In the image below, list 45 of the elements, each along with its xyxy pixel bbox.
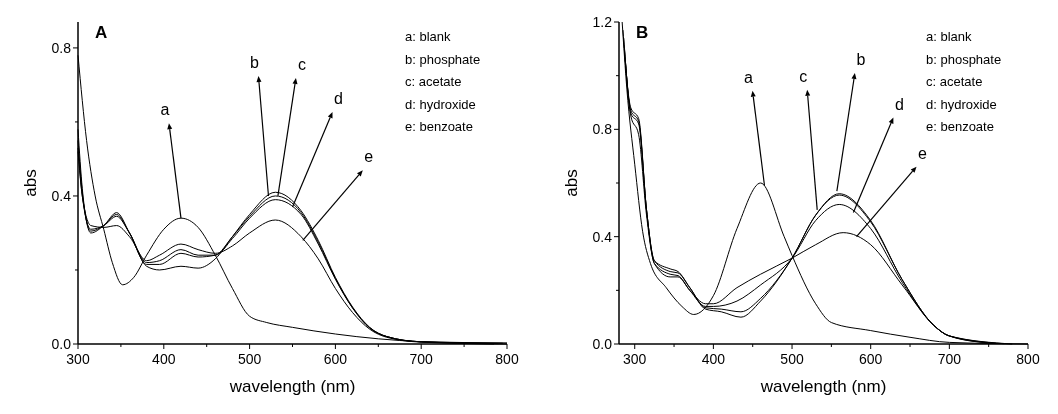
x-tick-label: 300: [66, 351, 90, 367]
x-tick-label: 800: [1016, 351, 1040, 367]
x-tick-label: 500: [237, 351, 262, 367]
annotation: d: [334, 90, 343, 108]
annotation: b: phosphate: [926, 51, 1002, 67]
annotation: c: acetate: [926, 74, 983, 89]
y-axis-title: abs: [562, 169, 581, 197]
annotation: e: [364, 148, 374, 166]
annotation: d: [894, 95, 904, 113]
x-tick-label: 400: [152, 351, 176, 367]
annotation: c: acetate: [405, 74, 462, 89]
x-axis-title: wavelength (nm): [228, 377, 356, 396]
annotation: a: blank: [405, 29, 452, 44]
annotation: d: hydroxide: [926, 96, 997, 112]
y-tick-label: 0.4: [51, 187, 72, 204]
annotation: a: [744, 68, 754, 86]
annotation: d: hydroxide: [405, 96, 476, 112]
y-axis-title: abs: [21, 169, 40, 197]
x-tick-label: 400: [701, 351, 726, 367]
annotation: e: [918, 144, 928, 162]
x-tick-label: 300: [623, 351, 647, 367]
x-tick-label: 500: [780, 351, 804, 367]
y-tick-label: 0.8: [592, 121, 613, 138]
annotation: c: [799, 67, 808, 85]
annotation: b: [856, 51, 866, 69]
annotation: b: phosphate: [405, 51, 481, 67]
chart-title: A: [95, 23, 108, 42]
annotation: a: blank: [926, 29, 973, 44]
y-tick-label: 0.0: [51, 336, 72, 352]
chart-title: B: [636, 23, 649, 42]
x-tick-label: 800: [495, 351, 519, 367]
x-tick-label: 600: [323, 351, 348, 367]
annotation: e: benzoate: [405, 119, 473, 134]
y-tick-label: 1.2: [592, 14, 613, 30]
x-tick-label: 700: [409, 351, 434, 367]
annotation: a: [160, 101, 170, 119]
y-tick-label: 0.4: [592, 228, 613, 245]
annotation: b: [250, 53, 260, 71]
x-axis-title: wavelength (nm): [759, 377, 887, 396]
annotation: c: [297, 55, 306, 73]
y-tick-label: 0.0: [592, 336, 613, 352]
annotation: e: benzoate: [926, 119, 994, 134]
x-tick-label: 700: [937, 351, 962, 367]
x-tick-label: 600: [859, 351, 883, 367]
y-tick-label: 0.8: [51, 39, 72, 56]
